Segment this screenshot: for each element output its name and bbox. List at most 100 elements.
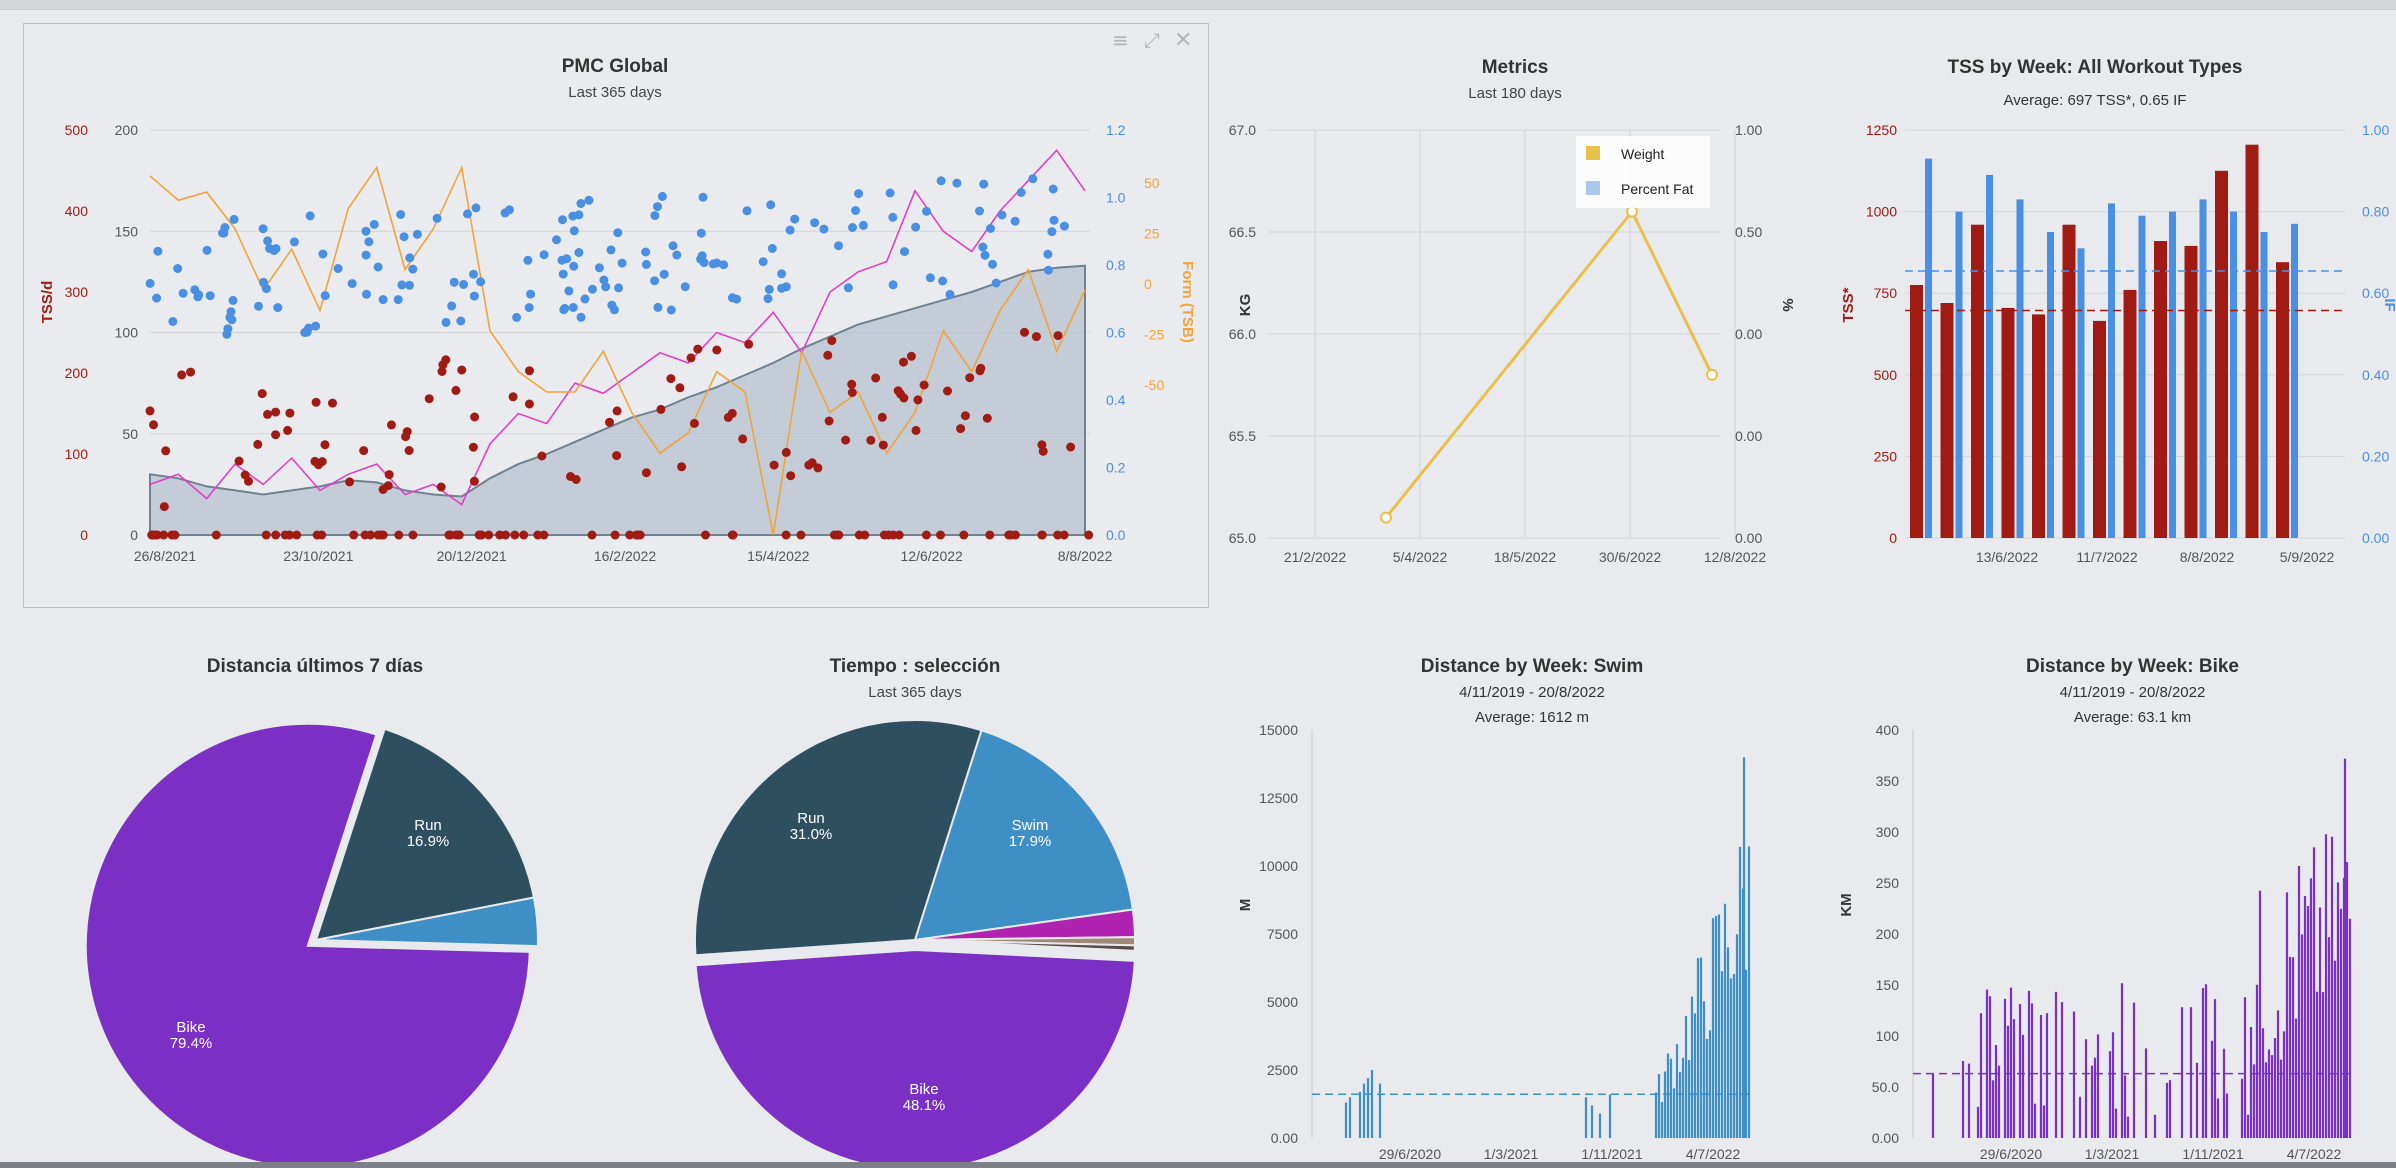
- pmc-if-point: [526, 289, 536, 299]
- pmc-if-point: [447, 301, 457, 311]
- pmc-tss-point: [1053, 331, 1063, 341]
- pmc-tss-point: [402, 427, 412, 437]
- metrics-x-tick: 18/5/2022: [1494, 549, 1556, 565]
- pmc-if-point: [790, 214, 800, 224]
- pmc-tss-point: [906, 351, 916, 361]
- pmc-if-point: [614, 283, 624, 293]
- pmc-tss-point: [1020, 327, 1029, 337]
- bike-left-axis-title: KM: [1838, 893, 1855, 916]
- pmc-tss-point: [408, 530, 418, 540]
- pmc-fitness-tick: 0: [130, 527, 138, 543]
- pmc-tss-point: [943, 386, 952, 396]
- pmc-if-tick: 0.6: [1106, 325, 1126, 341]
- pmc-if-point: [858, 220, 868, 230]
- tss-week-if-bar: [2108, 203, 2115, 538]
- bike-y-tick: 150: [1876, 977, 1900, 993]
- pmc-tss-point: [145, 406, 155, 416]
- pmc-tss-point: [610, 530, 620, 540]
- tss-week-bar: [2123, 289, 2137, 538]
- pmc-tss-point: [366, 530, 375, 540]
- pmc-tss-point: [896, 389, 905, 399]
- pmc-if-point: [1016, 187, 1026, 197]
- pmc-if-tick: 0.2: [1106, 460, 1126, 476]
- metrics-legend-weight-swatch: [1586, 146, 1600, 160]
- pmc-x-tick: 16/2/2022: [594, 548, 656, 564]
- metrics-y-tick: 66.0: [1229, 326, 1256, 342]
- pmc-if-point: [463, 209, 472, 219]
- pmc-tss-point: [894, 530, 904, 540]
- tiempo-label-bike: Bike: [909, 1081, 938, 1098]
- metrics-right-tick: 1.00: [1735, 122, 1762, 138]
- tss-week-if-bar: [2260, 232, 2268, 538]
- tss-week-y-tick: 500: [1874, 367, 1898, 383]
- bike-average-text: Average: 63.1 km: [2074, 709, 2191, 726]
- pmc-if-point: [763, 294, 773, 304]
- tiempo-slice-other: [914, 908, 1137, 941]
- tss-week-bar: [2245, 144, 2259, 538]
- dist7-slice-run: [314, 727, 536, 942]
- pmc-tss-point: [813, 463, 823, 473]
- tiempo-label-run: Run: [797, 810, 825, 827]
- pmc-tss-point: [170, 530, 180, 540]
- pmc-if-point: [153, 246, 163, 256]
- pmc-right-axis-title: Form (TSB): [1179, 261, 1196, 343]
- pmc-if-point: [580, 294, 590, 304]
- metrics-subtitle: Last 180 days: [1468, 85, 1561, 102]
- pmc-if-point: [258, 224, 268, 234]
- pmc-if-point: [552, 235, 561, 245]
- expand-icon[interactable]: ⤢: [1144, 28, 1160, 52]
- pmc-tss-point: [605, 417, 614, 427]
- pmc-tss-point: [444, 530, 454, 540]
- pmc-tss-point: [285, 408, 295, 418]
- pmc-tss-point: [240, 470, 250, 480]
- tss-week-right-tick: 1.00: [2362, 122, 2389, 138]
- pmc-if-point: [469, 291, 479, 301]
- pmc-tsb-series: [149, 164, 1086, 535]
- menu-icon[interactable]: ≡: [1112, 28, 1129, 52]
- tss-week-if-bar: [1955, 211, 1963, 538]
- swim-y-tick: 12500: [1259, 790, 1298, 806]
- pmc-subtitle: Last 365 days: [568, 84, 661, 101]
- pmc-tss-point: [884, 530, 894, 540]
- pmc-fitness-tick: 150: [115, 223, 139, 239]
- pmc-if-point: [834, 241, 843, 251]
- pmc-tss-point: [641, 468, 651, 478]
- metrics-right-tick: 0.00: [1735, 428, 1762, 444]
- pmc-tss-point: [675, 383, 685, 393]
- pmc-tss-point: [359, 446, 369, 456]
- tss-week-right-tick: 0.20: [2362, 448, 2389, 464]
- pmc-if-point: [441, 317, 451, 327]
- pmc-tss-point: [877, 412, 887, 422]
- pmc-if-point: [843, 283, 853, 293]
- pmc-tss-point: [738, 434, 748, 444]
- pmc-tss-point: [612, 451, 622, 461]
- bike-x-tick: 1/3/2021: [2085, 1146, 2140, 1162]
- pmc-if-point: [569, 261, 579, 271]
- pmc-fitness-tick: 200: [115, 122, 139, 138]
- pmc-x-tick: 20/12/2021: [437, 548, 507, 564]
- pmc-tss-point: [328, 398, 337, 408]
- pmc-if-point: [560, 303, 570, 313]
- pmc-tss-point: [781, 530, 791, 540]
- pmc-tss-tick: 0: [80, 527, 88, 543]
- swim-y-tick: 5000: [1267, 994, 1298, 1010]
- pmc-if-point: [471, 203, 481, 213]
- pmc-tss-point: [959, 530, 969, 540]
- pmc-fitness-tick: 100: [115, 325, 139, 341]
- bottom-bar: [0, 1162, 2396, 1168]
- pmc-if-point: [997, 210, 1007, 220]
- pmc-tss-point: [234, 456, 244, 466]
- pmc-if-point: [986, 224, 995, 233]
- metrics-right-tick: 0.00: [1735, 326, 1762, 342]
- pmc-if-point: [362, 289, 371, 299]
- pmc-tss-point: [436, 482, 446, 492]
- pmc-tss-point: [1006, 530, 1016, 540]
- pmc-if-point: [168, 317, 178, 326]
- pmc-if-point: [193, 292, 203, 302]
- pmc-tss-point: [394, 530, 404, 540]
- pmc-fitness-tick: 50: [122, 426, 138, 442]
- pmc-tss-point: [827, 336, 837, 346]
- close-icon[interactable]: ✕: [1174, 28, 1193, 53]
- pmc-if-point: [397, 280, 407, 290]
